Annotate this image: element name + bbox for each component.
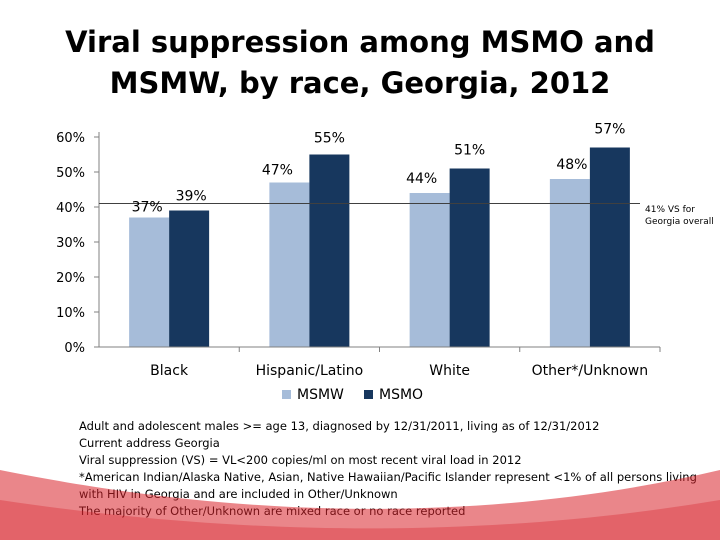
footnote-line: Viral suppression (VS) = VL<200 copies/m… (79, 453, 522, 467)
legend-label: MSMO (379, 387, 423, 403)
axes-layer: 0% 10% 20% 30% 40% 50% 60% (56, 131, 661, 356)
legend-swatch-msmo (364, 390, 373, 399)
swoosh-shape (0, 470, 720, 540)
y-tick-label: 10% (56, 306, 85, 321)
data-label: 55% (314, 131, 345, 147)
data-label: 39% (176, 189, 207, 205)
legend: MSMW MSMO (282, 387, 423, 403)
x-category-label: White (429, 363, 470, 379)
bar-msmw (409, 193, 450, 347)
bar-msmo (449, 168, 490, 347)
y-tick-label: 20% (56, 271, 85, 286)
bar-msmo (309, 154, 350, 347)
y-tick-label: 40% (56, 201, 85, 216)
bar-chart: 0% 10% 20% 30% 40% 50% 60% 37% 39% Black 47% 55% Hi… (56, 122, 714, 404)
footnote-line: Current address Georgia (79, 436, 220, 450)
labels-layer: 37% 39% Black 47% 55% Hispanic/Latino 44% 51% Wh… (132, 122, 714, 380)
y-tick-label: 30% (56, 236, 85, 251)
x-category-label: Black (150, 363, 189, 379)
data-label: 37% (132, 200, 163, 216)
x-category-label: Hispanic/Latino (256, 363, 364, 379)
reference-line-label: 41% VS for (645, 205, 695, 215)
y-tick-label: 60% (56, 131, 85, 146)
y-tick-label: 50% (56, 166, 85, 181)
footnote-line: *American Indian/Alaska Native, Asian, N… (79, 470, 697, 484)
chart-title: Viral suppression among MSMO and MSMW, b… (65, 25, 655, 100)
bar-msmw (269, 182, 310, 347)
data-label: 47% (262, 163, 293, 179)
bar-msmo (169, 210, 210, 347)
bar-msmw (129, 217, 170, 347)
data-label: 57% (594, 122, 625, 138)
data-label: 48% (556, 157, 587, 173)
legend-swatch-msmw (282, 390, 291, 399)
data-label: 51% (454, 143, 485, 159)
data-label: 44% (406, 171, 437, 187)
bar-msmw (549, 179, 590, 347)
reference-line-label: Georgia overall (645, 217, 714, 227)
legend-label: MSMW (297, 387, 344, 403)
bars-layer (129, 147, 630, 347)
footnote-line: Adult and adolescent males >= age 13, di… (79, 419, 600, 433)
bar-msmo (589, 147, 630, 347)
y-tick-label: 0% (64, 341, 85, 356)
swoosh-shape (0, 500, 720, 540)
x-category-label: Other*/Unknown (532, 363, 648, 379)
